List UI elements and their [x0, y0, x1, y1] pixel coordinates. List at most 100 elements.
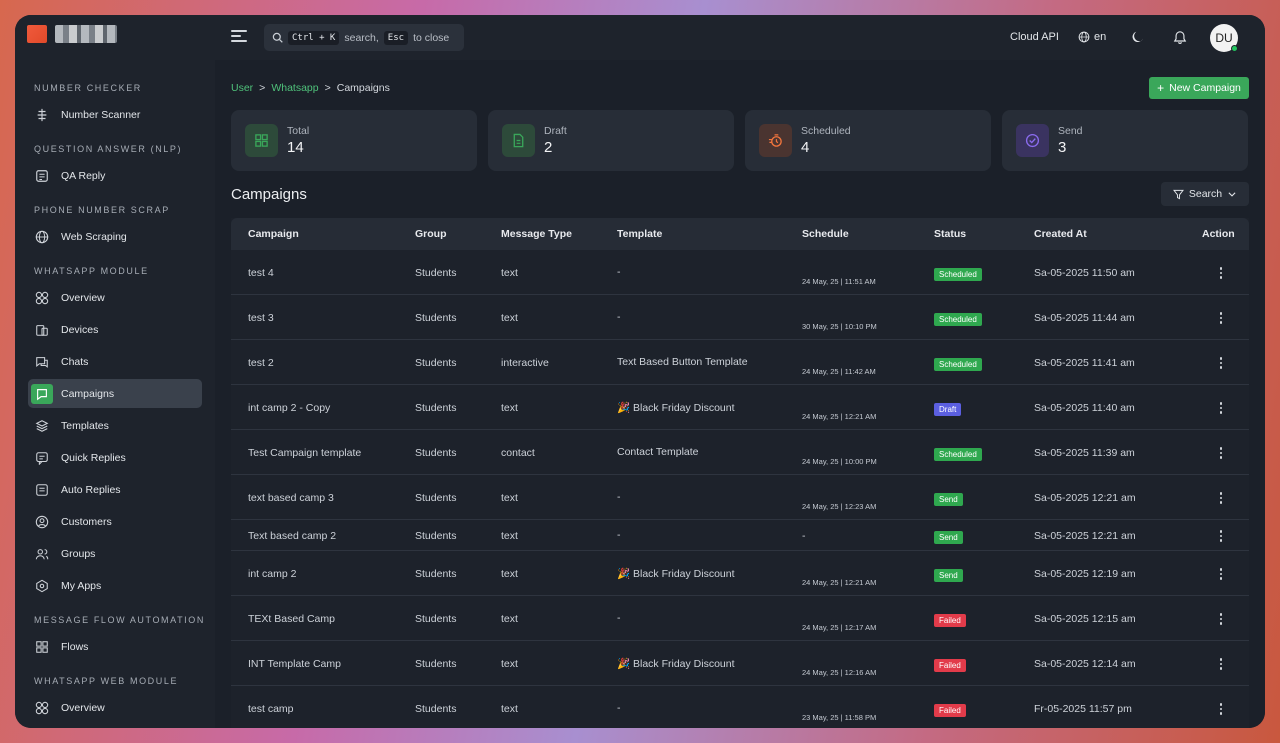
cell-campaign: int camp 2 [248, 568, 297, 580]
cell-campaign: text based camp 3 [248, 492, 334, 504]
row-actions-menu-icon[interactable] [1215, 702, 1227, 716]
menu-toggle-icon[interactable] [231, 30, 247, 44]
cell-group: Students [415, 568, 457, 580]
breadcrumb-current: Campaigns [336, 82, 390, 94]
column-header-status[interactable]: Status [934, 228, 967, 240]
sidebar-item-flows[interactable]: Flows [28, 632, 202, 661]
group-icon [35, 547, 49, 561]
sidebar-item-number-scanner[interactable]: Number Scanner [28, 100, 202, 129]
row-actions-menu-icon[interactable] [1215, 529, 1227, 543]
stat-card-draft: Draft 2 [488, 110, 734, 171]
cell-schedule: - [802, 530, 806, 542]
table-row: Text based camp 2 Students text - - Send Sa-05… [231, 520, 1249, 551]
table-header: Campaign Group Message Type Template Sch… [231, 218, 1249, 250]
sidebar-item-chats[interactable]: Chats [28, 347, 202, 376]
row-actions-menu-icon[interactable] [1215, 266, 1227, 280]
cell-campaign: test camp [248, 703, 294, 715]
column-header-template[interactable]: Template [617, 228, 663, 240]
cell-created-at: Sa-05-2025 11:40 am [1034, 402, 1135, 414]
search-filter-button[interactable]: Search [1161, 182, 1249, 206]
cell-template: 🎉 Black Friday Discount [617, 658, 735, 670]
user-avatar[interactable]: DU [1210, 24, 1238, 52]
new-campaign-button[interactable]: + New Campaign [1149, 77, 1249, 99]
column-header-message-type[interactable]: Message Type [501, 228, 573, 240]
cell-group: Students [415, 703, 457, 715]
row-actions-menu-icon[interactable] [1215, 491, 1227, 505]
cell-group: Students [415, 402, 457, 414]
sidebar-item-overview[interactable]: Overview [28, 283, 202, 312]
notifications-button[interactable] [1173, 30, 1187, 48]
column-header-campaign[interactable]: Campaign [248, 228, 299, 240]
sidebar-item-qa-reply[interactable]: QA Reply [28, 161, 202, 190]
bell-icon [1173, 31, 1187, 44]
stat-card-total: Total 14 [231, 110, 477, 171]
breadcrumb-whatsapp[interactable]: Whatsapp [271, 82, 319, 94]
sidebar-item-label: Chats [61, 355, 89, 368]
app-window: Ctrl + K search, Esc to close Cloud API … [15, 15, 1265, 728]
cell-group: Students [415, 267, 457, 279]
layers-icon [35, 419, 49, 433]
page-title: Campaigns [231, 186, 307, 203]
dark-mode-toggle[interactable] [1131, 30, 1145, 47]
row-actions-menu-icon[interactable] [1215, 401, 1227, 415]
status-badge: Send [934, 531, 963, 544]
device-icon [35, 323, 49, 337]
sidebar: NUMBER CHECKER Number Scanner QUESTION A… [15, 60, 215, 728]
globe-icon [35, 230, 49, 244]
column-header-group[interactable]: Group [415, 228, 447, 240]
sidebar-item-quick-replies[interactable]: Quick Replies [28, 443, 202, 472]
cell-schedule: 24 May, 25 | 11:42 AM [802, 367, 876, 376]
sidebar-item-web-overview[interactable]: Overview [28, 693, 202, 722]
column-header-created-at[interactable]: Created At [1034, 228, 1087, 240]
sidebar-item-my-apps[interactable]: My Apps [28, 571, 202, 600]
language-selector[interactable]: en [1078, 31, 1106, 43]
cell-message-type: text [501, 402, 518, 414]
breadcrumb-separator: > [324, 82, 331, 94]
sidebar-item-groups[interactable]: Groups [28, 539, 202, 568]
cell-group: Students [415, 357, 457, 369]
sidebar-item-label: My Apps [61, 579, 102, 592]
row-actions-menu-icon[interactable] [1215, 356, 1227, 370]
sidebar-item-templates[interactable]: Templates [28, 411, 202, 440]
sidebar-item-label: Quick Replies [61, 451, 126, 464]
sidebar-item-auto-replies[interactable]: Auto Replies [28, 475, 202, 504]
cell-template: - [617, 702, 621, 714]
cell-created-at: Sa-05-2025 11:41 am [1034, 357, 1135, 369]
breadcrumb-user[interactable]: User [231, 82, 254, 94]
app-logo[interactable] [27, 25, 119, 47]
campaigns-table: Campaign Group Message Type Template Sch… [231, 218, 1249, 728]
main-content: User > Whatsapp > Campaigns + New Campai… [215, 60, 1265, 728]
row-actions-menu-icon[interactable] [1215, 446, 1227, 460]
chat-icon [35, 355, 49, 369]
logo-wordmark [55, 25, 117, 43]
document-icon [502, 124, 535, 157]
avatar-initials: DU [1215, 31, 1233, 45]
row-actions-menu-icon[interactable] [1215, 567, 1227, 581]
row-actions-menu-icon[interactable] [1215, 657, 1227, 671]
cell-schedule: 24 May, 25 | 12:21 AM [802, 578, 877, 587]
apps-icon [35, 579, 49, 593]
status-badge: Failed [934, 614, 966, 627]
search-input[interactable]: Ctrl + K search, Esc to close [264, 24, 464, 51]
scanner-icon [35, 108, 49, 122]
cell-message-type: text [501, 267, 518, 279]
plus-icon: + [1157, 81, 1165, 95]
section-whatsapp-module: WHATSAPP MODULE [34, 266, 149, 276]
cell-template: - [617, 266, 621, 278]
column-header-schedule[interactable]: Schedule [802, 228, 849, 240]
sidebar-item-campaigns[interactable]: Campaigns [28, 379, 202, 408]
timer-icon [759, 124, 792, 157]
table-row: int camp 2 Students text 🎉 Black Friday Dis… [231, 551, 1249, 596]
row-actions-menu-icon[interactable] [1215, 612, 1227, 626]
cell-campaign: Text based camp 2 [248, 530, 337, 542]
sidebar-item-devices[interactable]: Devices [28, 315, 202, 344]
cell-message-type: text [501, 530, 518, 542]
cell-template: Text Based Button Template [617, 356, 748, 368]
sidebar-item-customers[interactable]: Customers [28, 507, 202, 536]
cell-template: - [617, 311, 621, 323]
cell-group: Students [415, 658, 457, 670]
sidebar-item-web-scraping[interactable]: Web Scraping [28, 222, 202, 251]
row-actions-menu-icon[interactable] [1215, 311, 1227, 325]
cloud-api-link[interactable]: Cloud API [1010, 31, 1059, 43]
cell-schedule: 30 May, 25 | 10:10 PM [802, 322, 877, 331]
